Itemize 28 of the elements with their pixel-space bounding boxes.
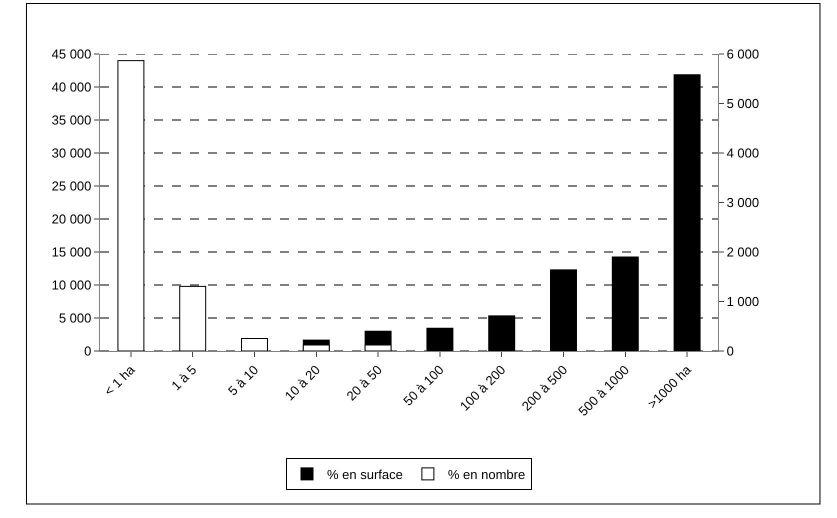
y-tick-label: 30 000: [52, 146, 92, 161]
y-tick-label: 15 000: [52, 244, 92, 260]
x-tick-label: 50 à 100: [400, 362, 447, 409]
y2-tick-label: 2 000: [726, 244, 760, 260]
x-tick-label: < 1 ha: [101, 362, 138, 399]
x-tick-label: 10 à 20: [282, 362, 324, 404]
y-tick-label: 25 000: [52, 178, 92, 194]
x-tick-label: 100 à 200: [456, 362, 508, 414]
y2-tick-label: 3 000: [726, 195, 760, 210]
y-tick-label: 40 000: [52, 80, 92, 95]
y-tick-label: 45 000: [52, 46, 92, 62]
y-tick-label: 20 000: [52, 212, 92, 227]
y2-tick-label: 0: [726, 344, 734, 359]
y2-tick-label: 1 000: [726, 294, 760, 310]
legend-label: % en nombre: [448, 466, 526, 482]
y-tick-label: 35 000: [52, 112, 92, 128]
x-tick-label: 1 à 5: [168, 362, 200, 394]
legend-label: % en surface: [327, 466, 403, 482]
bar: [550, 269, 577, 351]
y2-tick-label: 6 000: [726, 46, 760, 62]
y2-tick-label: 4 000: [726, 146, 760, 161]
x-tick-label: 5 à 10: [225, 362, 262, 398]
x-tick-label: 200 à 500: [518, 362, 570, 414]
x-tick-label: 20 à 50: [344, 362, 385, 404]
y2-tick-label: 5 000: [726, 96, 760, 112]
y-tick-label: 10 000: [52, 278, 92, 293]
y-tick-label: 5 000: [58, 310, 92, 326]
y-tick-label: 0: [84, 344, 92, 359]
